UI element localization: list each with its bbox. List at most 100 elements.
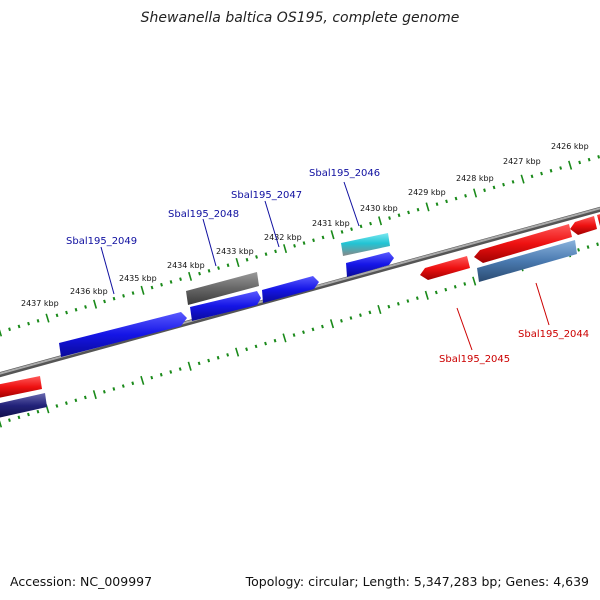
gene-2043-reverse[interactable] [570,216,597,235]
gene-2047-forward[interactable] [262,276,319,303]
ruler-minor-tick [368,310,372,315]
scale-label-2428: 2428 kbp [456,174,494,183]
ruler-major-tick [0,329,3,337]
ruler-major-tick [235,347,240,357]
ruler-minor-tick [587,157,591,162]
ruler-minor-tick [198,271,201,276]
ruler-minor-tick [64,401,68,406]
ruler-major-tick [187,361,192,371]
scale-label-2437: 2437 kbp [21,299,59,308]
ruler-minor-tick [292,333,296,337]
ruler-minor-tick [549,168,553,173]
ruler-minor-tick [159,372,163,377]
ruler-minor-tick [160,282,163,287]
ruler-minor-tick [483,188,486,193]
ruler-minor-tick [74,398,78,403]
ruler-minor-tick [464,194,467,198]
ruler-minor-tick [169,280,173,284]
gene-label-2049: Sbal195_2049 [66,236,137,247]
scale-label-2427: 2427 kbp [503,157,541,166]
ruler-minor-tick [55,404,59,408]
gene-edge-red-left[interactable] [0,376,42,398]
ruler-major-tick [188,271,193,281]
ruler-minor-tick [178,367,182,371]
gene-2044-reverse[interactable] [474,224,572,263]
gene-edge-red-right[interactable] [597,213,600,226]
gene-2049-forward[interactable] [59,312,187,357]
ruler-minor-tick [179,277,182,281]
ruler-minor-tick [8,418,11,422]
gene-edge-navy-left[interactable] [0,393,47,418]
scale-label-2436: 2436 kbp [70,287,108,296]
ruler-minor-tick [453,285,457,289]
gene-2046-forward[interactable] [346,252,394,277]
gene-label-2048: Sbal195_2048 [168,209,239,220]
ruler-minor-tick [387,304,391,309]
ruler-minor-tick [586,245,590,249]
ruler-major-tick [140,285,145,295]
scale-label-2431: 2431 kbp [312,219,350,228]
gene-2048-gray[interactable] [186,272,259,305]
ruler-minor-tick [83,395,87,400]
ruler-minor-tick [207,358,211,363]
ruler-minor-tick [312,238,315,243]
ruler-minor-tick [463,282,467,286]
scale-label-2435: 2435 kbp [119,274,157,283]
ruler-minor-tick [445,199,448,204]
ruler-minor-tick [197,361,201,366]
upper-scale-ruler [0,155,600,337]
ruler-minor-tick [540,171,543,176]
scale-label-2432: 2432 kbp [264,233,302,242]
ruler-minor-tick [150,375,154,380]
leader-lines [100,181,550,351]
ruler-minor-tick [444,287,448,292]
ruler-minor-tick [122,294,125,298]
ruler-major-tick [45,313,50,323]
ruler-minor-tick [17,324,21,329]
ruler-major-tick [473,188,478,198]
ruler-minor-tick [36,409,40,414]
gene-2045-reverse[interactable] [420,256,470,280]
ruler-minor-tick [302,330,305,335]
ruler-minor-tick [359,313,362,317]
ruler-minor-tick [226,263,230,268]
ruler-minor-tick [36,319,40,323]
ruler-minor-tick [578,160,582,165]
ruler-minor-tick [84,305,87,309]
ruler-minor-tick [597,155,600,159]
ruler-major-tick [329,319,335,329]
accession-text: Accession: NC_009997 [10,574,153,589]
scale-label-2430: 2430 kbp [360,204,398,213]
gene-2044-steelblue[interactable] [477,240,577,282]
ruler-minor-tick [293,244,296,248]
ruler-major-tick [424,290,429,300]
ruler-minor-tick [406,299,410,303]
ruler-minor-tick [74,307,78,312]
ruler-major-tick [92,390,97,400]
ruler-minor-tick [255,255,258,259]
ruler-minor-tick [340,230,344,234]
ruler-minor-tick [217,266,220,270]
ruler-minor-tick [311,327,315,332]
ruler-minor-tick [8,327,11,332]
gene-2048-forward[interactable] [190,291,261,321]
ruler-minor-tick [150,285,154,290]
ruler-major-tick [140,375,145,385]
map-title: Shewanella baltica OS195, complete genom… [140,10,460,26]
ruler-major-tick [520,174,525,184]
ruler-minor-tick [435,202,439,206]
gene-2046-cyan[interactable] [341,233,390,256]
ruler-minor-tick [17,415,21,420]
ruler-minor-tick [245,257,249,262]
ruler-minor-tick [102,390,106,394]
gene-label-2046: Sbal195_2046 [309,168,380,179]
ruler-minor-tick [169,370,173,374]
ruler-minor-tick [121,384,125,388]
ruler-minor-tick [112,296,116,301]
ruler-major-tick [0,420,3,428]
topology-summary-text: Topology: circular; Length: 5,347,283 bp… [245,574,589,589]
ruler-minor-tick [302,241,306,245]
ruler-major-tick [93,299,98,309]
ruler-minor-tick [434,290,438,295]
